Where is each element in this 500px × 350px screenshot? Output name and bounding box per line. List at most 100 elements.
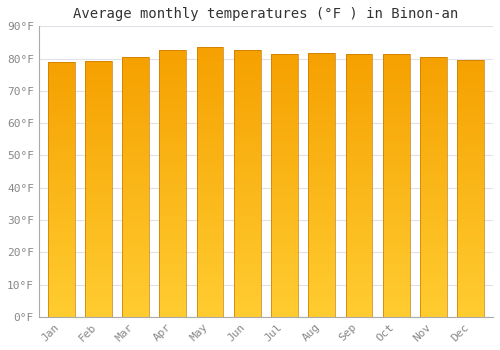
Bar bbox=[85, 78, 112, 79]
Bar bbox=[458, 210, 484, 212]
Bar bbox=[420, 211, 447, 213]
Bar bbox=[160, 253, 186, 254]
Bar bbox=[383, 114, 409, 116]
Bar bbox=[196, 47, 224, 317]
Bar bbox=[458, 279, 484, 281]
Bar bbox=[383, 107, 409, 108]
Bar bbox=[196, 191, 224, 193]
Bar bbox=[271, 54, 298, 317]
Bar bbox=[271, 213, 298, 215]
Bar bbox=[271, 308, 298, 310]
Bar bbox=[196, 153, 224, 155]
Bar bbox=[85, 301, 112, 303]
Bar bbox=[346, 71, 372, 73]
Bar bbox=[196, 252, 224, 254]
Bar bbox=[346, 266, 372, 268]
Bar bbox=[383, 74, 409, 75]
Bar bbox=[234, 111, 260, 112]
Bar bbox=[196, 285, 224, 286]
Bar bbox=[383, 159, 409, 161]
Bar bbox=[271, 82, 298, 84]
Bar bbox=[85, 124, 112, 126]
Bar bbox=[458, 77, 484, 78]
Bar bbox=[271, 129, 298, 131]
Bar bbox=[160, 288, 186, 290]
Bar bbox=[234, 93, 260, 94]
Bar bbox=[48, 193, 74, 195]
Bar bbox=[458, 296, 484, 298]
Bar bbox=[196, 200, 224, 202]
Bar bbox=[308, 99, 335, 100]
Bar bbox=[122, 201, 149, 203]
Bar bbox=[308, 315, 335, 317]
Bar bbox=[160, 203, 186, 205]
Bar bbox=[383, 70, 409, 72]
Bar bbox=[85, 79, 112, 81]
Bar bbox=[234, 171, 260, 173]
Bar bbox=[420, 176, 447, 178]
Bar bbox=[308, 280, 335, 282]
Bar bbox=[48, 78, 74, 79]
Bar bbox=[308, 166, 335, 167]
Bar bbox=[85, 289, 112, 291]
Bar bbox=[308, 120, 335, 122]
Bar bbox=[160, 312, 186, 313]
Bar bbox=[85, 296, 112, 298]
Bar bbox=[308, 306, 335, 308]
Bar bbox=[122, 66, 149, 68]
Bar bbox=[346, 213, 372, 215]
Bar bbox=[308, 262, 335, 264]
Bar bbox=[196, 171, 224, 173]
Bar bbox=[458, 60, 484, 317]
Bar bbox=[308, 260, 335, 262]
Bar bbox=[458, 260, 484, 262]
Bar bbox=[122, 95, 149, 97]
Bar bbox=[458, 198, 484, 200]
Bar bbox=[346, 63, 372, 64]
Bar bbox=[234, 295, 260, 297]
Bar bbox=[271, 157, 298, 159]
Bar bbox=[122, 263, 149, 265]
Bar bbox=[383, 234, 409, 236]
Bar bbox=[420, 97, 447, 98]
Bar bbox=[346, 228, 372, 229]
Bar bbox=[48, 168, 74, 169]
Bar bbox=[196, 198, 224, 200]
Bar bbox=[234, 132, 260, 134]
Bar bbox=[48, 62, 74, 64]
Bar bbox=[271, 148, 298, 150]
Bar bbox=[196, 98, 224, 99]
Bar bbox=[85, 202, 112, 204]
Bar bbox=[420, 79, 447, 81]
Bar bbox=[122, 306, 149, 308]
Bar bbox=[420, 95, 447, 97]
Bar bbox=[160, 208, 186, 210]
Bar bbox=[271, 203, 298, 204]
Bar bbox=[196, 62, 224, 63]
Bar bbox=[122, 256, 149, 258]
Bar bbox=[458, 156, 484, 157]
Bar bbox=[48, 106, 74, 108]
Bar bbox=[271, 234, 298, 236]
Bar bbox=[160, 139, 186, 141]
Bar bbox=[196, 292, 224, 293]
Bar bbox=[346, 157, 372, 159]
Bar bbox=[85, 201, 112, 202]
Bar bbox=[85, 219, 112, 221]
Bar bbox=[271, 261, 298, 262]
Bar bbox=[420, 105, 447, 107]
Bar bbox=[458, 300, 484, 301]
Bar bbox=[85, 120, 112, 122]
Bar bbox=[122, 303, 149, 305]
Bar bbox=[458, 313, 484, 315]
Bar bbox=[308, 129, 335, 131]
Bar bbox=[458, 212, 484, 214]
Bar bbox=[308, 90, 335, 92]
Bar bbox=[308, 290, 335, 292]
Bar bbox=[420, 194, 447, 195]
Bar bbox=[383, 236, 409, 238]
Bar bbox=[196, 92, 224, 94]
Bar bbox=[48, 244, 74, 246]
Bar bbox=[85, 92, 112, 93]
Bar bbox=[383, 299, 409, 301]
